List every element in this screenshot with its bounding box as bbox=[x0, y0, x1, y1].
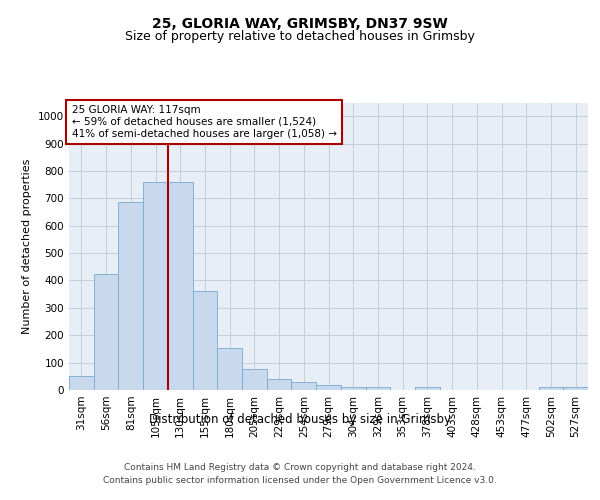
Bar bbox=[292, 382, 316, 390]
Text: Distribution of detached houses by size in Grimsby: Distribution of detached houses by size … bbox=[149, 412, 451, 426]
Bar bbox=[563, 388, 588, 390]
Text: Contains HM Land Registry data © Crown copyright and database right 2024.: Contains HM Land Registry data © Crown c… bbox=[124, 462, 476, 471]
Text: Contains public sector information licensed under the Open Government Licence v3: Contains public sector information licen… bbox=[103, 476, 497, 485]
Bar bbox=[118, 202, 143, 390]
Bar bbox=[365, 388, 390, 390]
Bar bbox=[94, 274, 118, 390]
Bar bbox=[267, 379, 292, 390]
Bar bbox=[143, 182, 168, 390]
Bar bbox=[539, 388, 563, 390]
Bar bbox=[217, 348, 242, 390]
Bar bbox=[242, 370, 267, 390]
Y-axis label: Number of detached properties: Number of detached properties bbox=[22, 158, 32, 334]
Bar bbox=[193, 292, 217, 390]
Text: 25, GLORIA WAY, GRIMSBY, DN37 9SW: 25, GLORIA WAY, GRIMSBY, DN37 9SW bbox=[152, 18, 448, 32]
Text: 25 GLORIA WAY: 117sqm
← 59% of detached houses are smaller (1,524)
41% of semi-d: 25 GLORIA WAY: 117sqm ← 59% of detached … bbox=[71, 106, 337, 138]
Bar bbox=[69, 376, 94, 390]
Bar bbox=[415, 388, 440, 390]
Text: Size of property relative to detached houses in Grimsby: Size of property relative to detached ho… bbox=[125, 30, 475, 43]
Bar bbox=[341, 388, 365, 390]
Bar bbox=[316, 385, 341, 390]
Bar bbox=[168, 182, 193, 390]
